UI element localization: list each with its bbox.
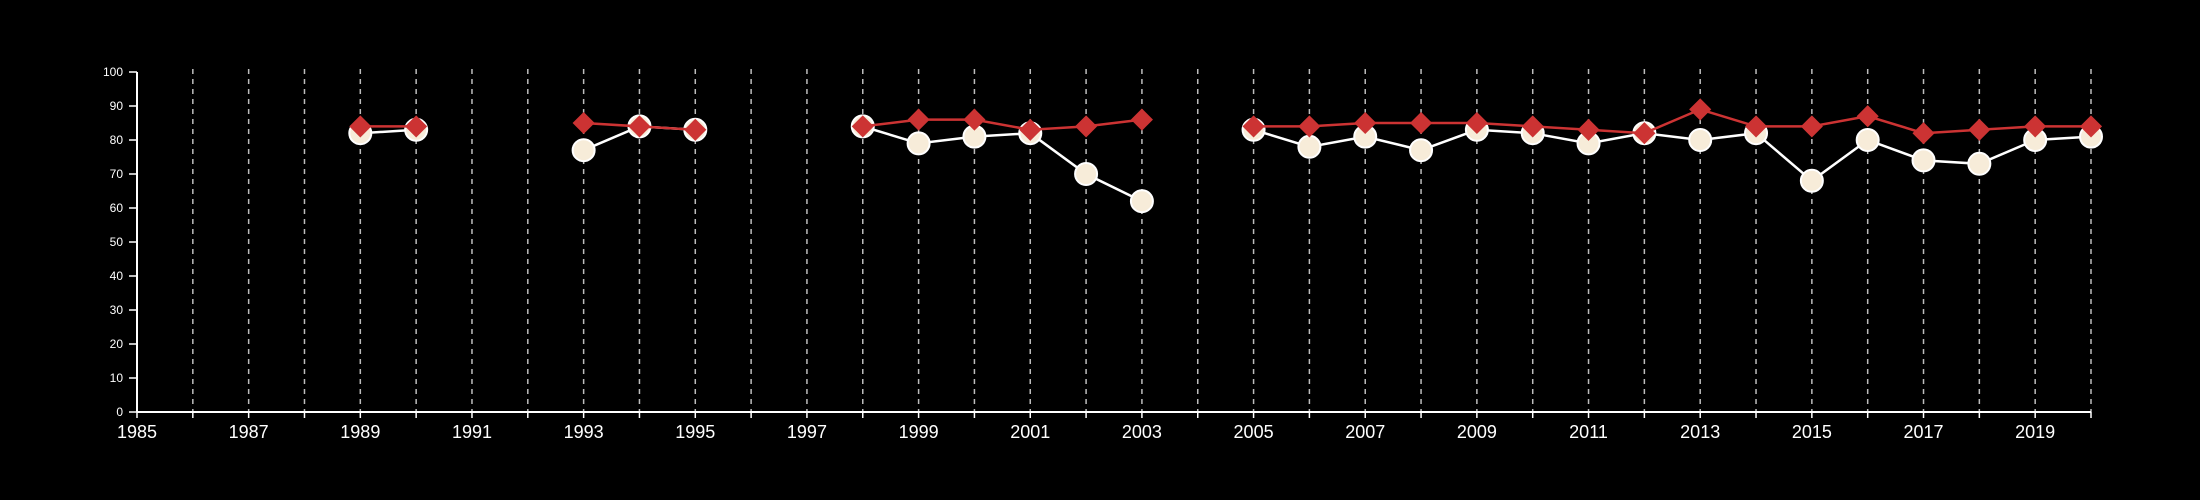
- x-tick-label: 2011: [1569, 422, 1608, 442]
- y-tick-label: 100: [103, 65, 123, 79]
- gridlines: [192, 69, 2092, 412]
- x-tick-label: 2013: [1680, 422, 1720, 442]
- data-point-circle: [1855, 128, 1880, 152]
- data-point-diamond: [1242, 115, 1265, 138]
- x-tick-label: 2001: [1010, 422, 1050, 442]
- data-point-diamond: [405, 115, 428, 138]
- data-point-diamond: [1298, 115, 1321, 138]
- data-point-circle: [1911, 148, 1936, 173]
- axes: 0 10 20 30 40 50 60 70 80 90 100 1985 1987 1989 1991 19…: [103, 65, 2092, 442]
- data-point-diamond: [1800, 115, 1823, 138]
- x-tick-label: 2015: [1792, 422, 1832, 442]
- series-2: [349, 98, 2103, 145]
- data-point-circle: [1129, 189, 1154, 214]
- x-tick-label: 1997: [787, 422, 827, 442]
- x-tick-label: 2003: [1122, 422, 1162, 442]
- data-point-diamond: [1019, 118, 1042, 141]
- data-point-diamond: [1744, 115, 1768, 138]
- y-tick-label: 70: [110, 167, 124, 181]
- y-tick-label: 30: [110, 303, 124, 317]
- x-tick-label: 1991: [452, 422, 492, 442]
- data-point-diamond: [907, 108, 930, 131]
- data-point-circle: [1799, 168, 1824, 193]
- x-tick-label: 1985: [117, 422, 157, 442]
- data-point-diamond: [1465, 111, 1488, 135]
- y-tick-label: 80: [110, 133, 124, 147]
- y-tick-label: 60: [110, 201, 124, 215]
- x-tick-label: 2017: [1903, 422, 1943, 442]
- data-point-diamond: [684, 118, 707, 141]
- x-tick-label: 2019: [2015, 422, 2055, 442]
- series-line: [862, 118, 1143, 132]
- data-point-diamond: [1689, 98, 1712, 121]
- data-point-diamond: [1633, 122, 1656, 145]
- y-tick-label: 20: [110, 337, 124, 351]
- x-tick-label: 2009: [1457, 422, 1497, 442]
- data-point-diamond: [1521, 115, 1544, 138]
- data-point-circle: [571, 138, 596, 163]
- data-point-circle: [1967, 151, 1992, 176]
- series-1: [348, 114, 2103, 214]
- series-line: [862, 125, 1143, 203]
- y-tick-label: 40: [110, 269, 124, 283]
- data-point-diamond: [628, 115, 651, 138]
- data-point-diamond: [572, 111, 595, 135]
- data-point-diamond: [1075, 115, 1098, 138]
- series-line: [1253, 108, 2091, 135]
- series-line: [1253, 128, 2092, 183]
- data-point-circle: [1409, 138, 1434, 163]
- data-point-circle: [1688, 128, 1713, 152]
- data-point-diamond: [1912, 122, 1935, 145]
- series-group: [348, 98, 2103, 214]
- y-tick-label: 0: [116, 405, 123, 419]
- data-point-circle: [1297, 134, 1322, 159]
- data-point-diamond: [1577, 118, 1600, 141]
- x-tick-label: 2007: [1345, 422, 1385, 442]
- data-point-diamond: [349, 115, 372, 138]
- x-tick-label: 1987: [229, 422, 269, 442]
- data-point-diamond: [1856, 105, 1879, 128]
- data-point-diamond: [1354, 111, 1377, 135]
- x-tick-label: 1995: [675, 422, 715, 442]
- x-tick-label: 1999: [899, 422, 939, 442]
- data-point-diamond: [963, 108, 986, 131]
- data-point-diamond: [851, 115, 874, 138]
- x-tick-label: 1989: [340, 422, 380, 442]
- data-point-diamond: [1130, 108, 1153, 131]
- data-point-diamond: [1409, 111, 1433, 135]
- y-tick-label: 10: [110, 371, 124, 385]
- data-point-diamond: [2079, 115, 2103, 138]
- data-point-circle: [1074, 162, 1099, 186]
- x-tick-label: 1993: [564, 422, 604, 442]
- y-tick-label: 90: [110, 99, 124, 113]
- x-tick-label: 2005: [1234, 422, 1274, 442]
- data-point-diamond: [1968, 118, 1991, 141]
- data-point-circle: [906, 131, 931, 156]
- data-point-diamond: [2024, 115, 2047, 138]
- y-tick-label: 50: [110, 235, 124, 249]
